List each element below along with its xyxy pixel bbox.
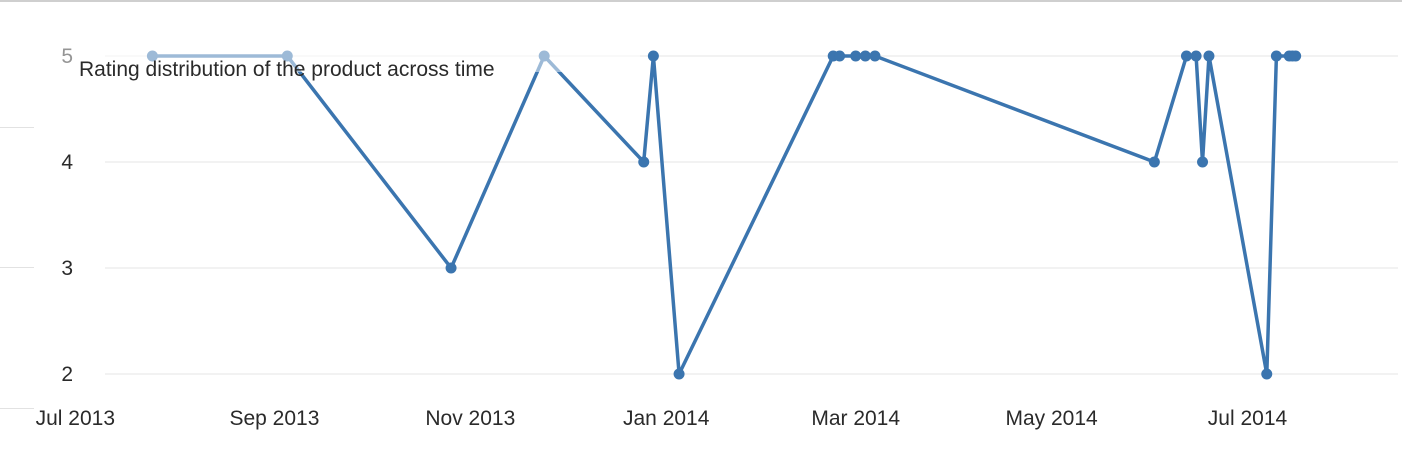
data-point[interactable] (1180, 50, 1192, 62)
data-point[interactable] (638, 156, 650, 168)
data-point[interactable] (1290, 50, 1302, 62)
data-point[interactable] (859, 50, 871, 62)
x-tick-label: May 2014 (1005, 407, 1098, 430)
chart-title: Rating distribution of the product acros… (79, 58, 495, 81)
side-line (0, 127, 34, 128)
data-point[interactable] (834, 50, 846, 62)
data-point[interactable] (1148, 156, 1160, 168)
series-lines (152, 54, 1296, 376)
side-line (0, 408, 34, 409)
x-tick-label: Jul 2014 (1208, 407, 1288, 430)
data-point[interactable] (869, 50, 881, 62)
data-point[interactable] (1270, 50, 1282, 62)
x-axis-ticks: Jul 2013 Sep 2013 Nov 2013 Jan 2014 Mar 2014… (36, 407, 1288, 430)
data-point[interactable] (647, 50, 659, 62)
x-tick-label: Jan 2014 (623, 407, 710, 430)
title-overlay (0, 36, 640, 72)
series-line (152, 54, 1296, 376)
y-tick-label: 2 (61, 363, 73, 386)
x-tick-label: Sep 2013 (229, 407, 319, 430)
y-axis-ticks: 2345 (61, 45, 73, 386)
x-tick-label: Nov 2013 (425, 407, 515, 430)
y-tick-label: 4 (61, 151, 73, 174)
x-tick-label: Jul 2013 (36, 407, 115, 430)
side-line (0, 267, 34, 268)
y-tick-label: 3 (61, 257, 73, 280)
data-point[interactable] (1190, 50, 1202, 62)
data-point[interactable] (1197, 156, 1209, 168)
top-border (0, 0, 1402, 2)
data-point[interactable] (445, 262, 457, 274)
data-point[interactable] (1261, 368, 1273, 380)
data-point[interactable] (1203, 50, 1215, 62)
data-point[interactable] (850, 50, 862, 62)
data-point[interactable] (673, 368, 685, 380)
x-tick-label: Mar 2014 (811, 407, 900, 430)
grid-lines (105, 55, 1398, 375)
